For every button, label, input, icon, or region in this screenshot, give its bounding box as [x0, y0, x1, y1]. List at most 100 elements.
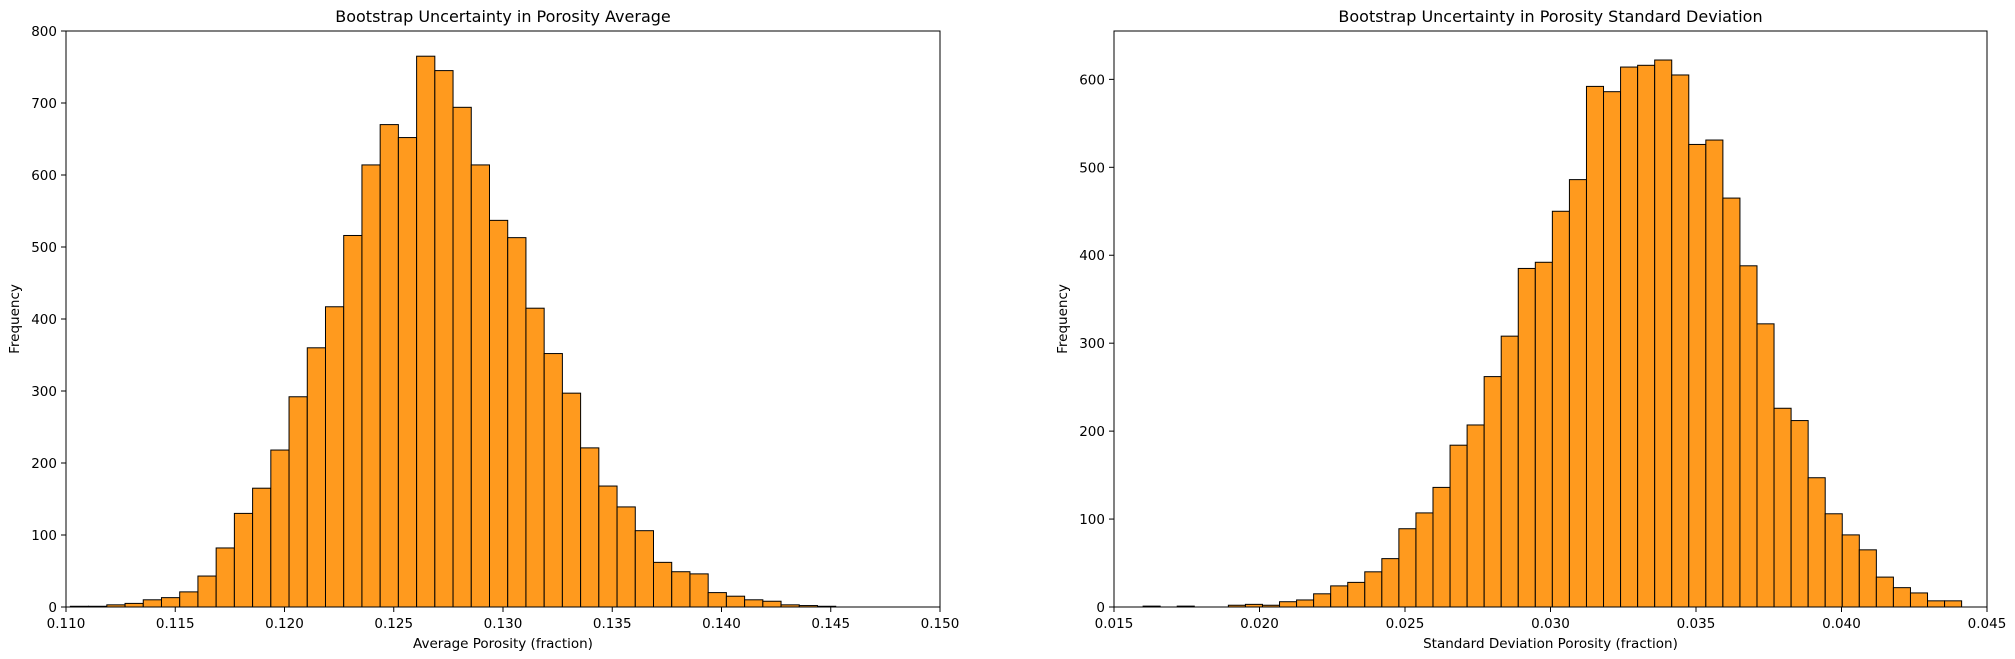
average-porosity-y-tick-label: 700	[31, 96, 57, 112]
average-porosity-y-axis-label: Frequency	[7, 284, 23, 354]
std-porosity-bar	[1330, 585, 1349, 608]
std-porosity-chart-title: Bootstrap Uncertainty in Porosity Standa…	[1338, 7, 1762, 26]
average-porosity-y-tick-label: 400	[31, 312, 57, 328]
average-porosity-x-tick-label: 0.125	[374, 616, 413, 632]
std-porosity-x-tick-label: 0.040	[1822, 616, 1861, 632]
std-porosity-histogram: 0.015 0.020 0.025 0.030 0.035 0.040 0.045 0 100…	[1055, 7, 2006, 652]
std-porosity-bar	[1722, 197, 1741, 608]
std-porosity-bar	[1858, 549, 1877, 608]
average-porosity-bar	[580, 447, 600, 608]
std-porosity-bar	[1705, 139, 1724, 608]
average-porosity-y-tick-label: 0	[48, 600, 57, 616]
std-porosity-y-axis-label: Frequency	[1055, 284, 1071, 354]
std-porosity-y-tick-label: 100	[1079, 512, 1105, 528]
std-porosity-bar	[1620, 66, 1639, 608]
average-porosity-bar	[616, 506, 636, 608]
average-porosity-bar	[343, 234, 363, 608]
average-porosity-bar	[452, 106, 472, 608]
average-porosity-x-ticks: 0.110 0.115 0.120 0.125 0.130 0.135 0.140 0.145…	[47, 607, 960, 632]
average-porosity-x-tick-label: 0.145	[811, 616, 850, 632]
std-porosity-x-tick-label: 0.035	[1677, 616, 1716, 632]
std-porosity-bar	[1654, 59, 1673, 608]
std-porosity-bar	[1807, 477, 1826, 608]
std-porosity-bar	[1398, 528, 1417, 608]
std-porosity-bar	[1637, 64, 1656, 608]
std-porosity-y-tick-label: 400	[1079, 248, 1105, 264]
average-porosity-x-tick-label: 0.135	[593, 616, 632, 632]
average-porosity-bar	[379, 124, 399, 608]
std-porosity-x-axis-label: Standard Deviation Porosity (fraction)	[1423, 636, 1678, 652]
std-porosity-bar	[1585, 85, 1605, 608]
std-porosity-bar	[1773, 407, 1792, 608]
std-porosity-y-tick-label: 200	[1079, 424, 1105, 440]
average-porosity-bar	[306, 347, 326, 608]
average-porosity-bar	[197, 575, 217, 608]
std-porosity-bar	[1279, 601, 1298, 608]
std-porosity-bar	[1909, 592, 1929, 608]
average-porosity-bar	[252, 487, 272, 608]
average-porosity-bar	[324, 306, 345, 608]
std-porosity-bar	[1534, 261, 1553, 608]
std-porosity-y-ticks: 0 100 200 300 400 500 600	[1079, 72, 1114, 616]
std-porosity-x-tick-label: 0.030	[1531, 616, 1570, 632]
average-porosity-y-tick-label: 200	[31, 456, 57, 472]
std-porosity-bar	[1671, 74, 1690, 608]
average-porosity-x-tick-label: 0.110	[47, 616, 86, 632]
std-porosity-bar	[1466, 424, 1485, 608]
std-porosity-x-tick-label: 0.045	[1968, 616, 2007, 632]
average-porosity-bar	[689, 573, 709, 608]
std-porosity-bar	[1483, 376, 1502, 608]
std-porosity-bar	[1296, 599, 1315, 608]
std-porosity-y-tick-label: 600	[1079, 72, 1105, 88]
std-porosity-bar	[1313, 593, 1332, 608]
average-porosity-bar	[671, 571, 691, 608]
average-porosity-bar	[634, 530, 655, 608]
std-porosity-y-tick-label: 300	[1079, 336, 1105, 352]
average-porosity-bar	[744, 599, 764, 608]
std-porosity-y-tick-label: 500	[1079, 160, 1105, 176]
std-porosity-bar	[1688, 143, 1707, 608]
std-porosity-bar	[1415, 512, 1434, 608]
std-porosity-bar	[1944, 600, 1963, 608]
average-porosity-bar	[598, 485, 618, 608]
std-porosity-y-tick-label: 0	[1096, 600, 1105, 616]
average-porosity-bar	[179, 591, 199, 608]
average-porosity-histogram: 0.110 0.115 0.120 0.125 0.130 0.135 0.140 0.145…	[7, 7, 959, 652]
average-porosity-bar	[470, 164, 490, 608]
average-porosity-bars	[69, 55, 837, 608]
average-porosity-bar	[233, 512, 254, 608]
average-porosity-y-tick-label: 100	[31, 528, 57, 544]
std-porosity-x-tick-label: 0.025	[1386, 616, 1425, 632]
average-porosity-bar	[160, 597, 181, 608]
average-porosity-x-tick-label: 0.150	[921, 616, 960, 632]
average-porosity-bar	[653, 561, 673, 608]
average-porosity-x-axis-label: Average Porosity (fraction)	[413, 636, 593, 652]
average-porosity-bar	[525, 307, 545, 608]
average-porosity-bar	[270, 449, 290, 608]
average-porosity-bar	[762, 600, 782, 608]
average-porosity-bar	[215, 547, 235, 608]
average-porosity-y-tick-label: 500	[31, 240, 57, 256]
std-porosity-x-ticks: 0.015 0.020 0.025 0.030 0.035 0.040 0.045	[1095, 607, 2007, 632]
average-porosity-y-ticks: 0 100 200 300 400 500 600 700 800	[31, 24, 66, 616]
std-porosity-bars	[1142, 59, 1963, 608]
average-porosity-bar	[543, 353, 563, 608]
std-porosity-bar	[1568, 179, 1587, 608]
average-porosity-bar	[124, 602, 144, 608]
average-porosity-bar	[507, 237, 527, 608]
std-porosity-bar	[1347, 581, 1366, 608]
average-porosity-x-tick-label: 0.130	[484, 616, 523, 632]
std-porosity-bar	[1603, 91, 1622, 608]
average-porosity-bar	[434, 70, 454, 608]
average-porosity-bar	[707, 592, 727, 608]
average-porosity-x-tick-label: 0.140	[702, 616, 741, 632]
average-porosity-x-tick-label: 0.115	[156, 616, 195, 632]
std-porosity-bar	[1500, 335, 1519, 608]
std-porosity-bar	[1517, 267, 1536, 608]
std-porosity-bar	[1449, 444, 1468, 608]
average-porosity-y-tick-label: 300	[31, 384, 57, 400]
average-porosity-x-tick-label: 0.120	[265, 616, 304, 632]
average-porosity-y-tick-label: 600	[31, 168, 57, 184]
average-porosity-bar	[288, 396, 308, 608]
